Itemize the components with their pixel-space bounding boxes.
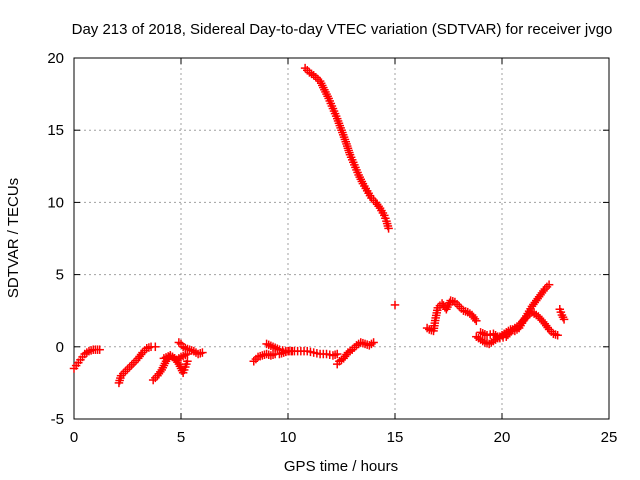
y-tick-label: 5 [56,267,64,284]
data-points [69,63,569,388]
data-point [544,280,554,289]
data-point [390,300,400,310]
data-point [559,315,569,324]
y-axis-label: SDTVAR / TECUs [5,178,22,298]
y-tick-labels: -5 0 5 10 15 20 [47,50,64,428]
data-point [183,349,192,359]
x-tick-label: 20 [494,429,511,446]
axis-ticks [73,57,610,420]
x-tick-labels: 0 5 10 15 20 25 [70,429,618,446]
data-point [151,342,160,352]
x-tick-label: 10 [280,429,297,446]
y-tick-label: -5 [51,411,64,428]
x-tick-label: 25 [601,429,618,446]
y-tick-label: 20 [47,50,64,67]
x-tick-label: 0 [70,429,78,446]
chart-title: Day 213 of 2018, Sidereal Day-to-day VTE… [72,21,613,38]
grid [74,58,609,419]
data-point [288,346,297,356]
data-point [183,356,192,366]
data-point [553,330,562,340]
x-tick-label: 15 [387,429,404,446]
y-tick-label: 0 [56,339,64,356]
data-point [384,224,393,233]
data-point [198,348,207,357]
y-tick-label: 15 [47,122,64,139]
plot-frame [73,57,610,420]
data-point [369,338,378,347]
data-point [332,349,342,359]
y-tick-label: 10 [47,194,64,211]
x-axis-label: GPS time / hours [284,458,398,475]
data-point [472,316,481,326]
x-tick-label: 5 [177,429,185,446]
data-point [95,345,104,354]
